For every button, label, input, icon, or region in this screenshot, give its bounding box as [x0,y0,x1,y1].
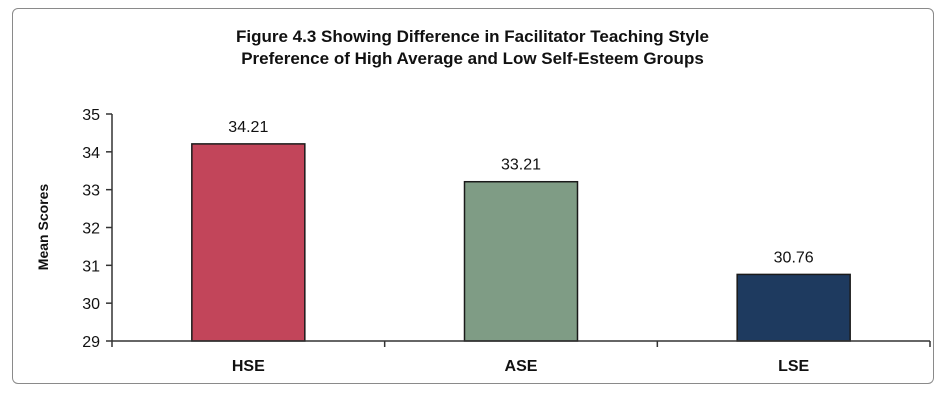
chart-title-block: Figure 4.3 Showing Difference in Facilit… [0,26,945,70]
x-tick-label: HSE [232,358,265,375]
x-axis: HSE ASE LSE [111,340,931,375]
y-tick-label: 33 [82,183,100,200]
y-axis-title: Mean Scores [35,184,51,271]
bar-hse [191,143,306,342]
bar-lse [736,273,851,342]
chart-title: Figure 4.3 Showing Difference in Facilit… [236,27,709,46]
x-tick-label: ASE [505,358,538,375]
data-label: 34.21 [228,119,268,136]
bar-ase [463,180,579,342]
y-tick-label: 34 [82,145,100,162]
y-axis: 29 30 31 32 33 34 35 [82,107,113,351]
y-tick-label: 35 [82,107,100,124]
y-tick-label: 29 [82,334,100,351]
y-tick-label: 32 [82,221,100,238]
chart-subtitle: Preference of High Average and Low Self-… [241,49,704,68]
data-label: 33.21 [501,157,541,174]
bars: 34.21 33.21 30.76 [191,119,851,342]
y-tick-label: 30 [82,296,100,313]
data-label: 30.76 [774,249,814,266]
y-axis-title-group: Mean Scores [35,184,51,271]
y-tick-label: 31 [82,258,100,275]
x-tick-label: LSE [778,358,809,375]
